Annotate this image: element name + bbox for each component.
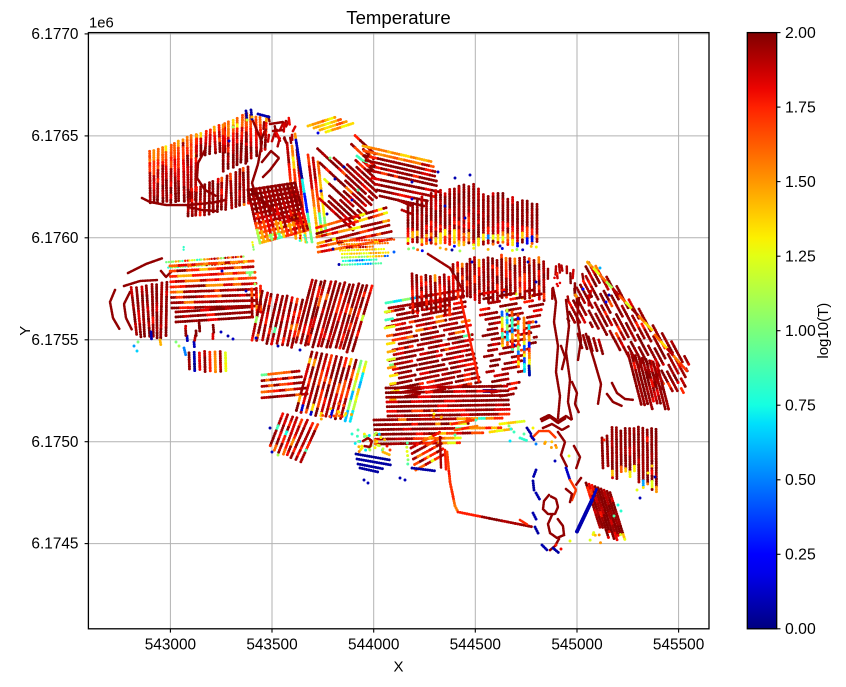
svg-text:6.1745: 6.1745 [31, 536, 78, 553]
svg-text:1.75: 1.75 [785, 99, 816, 116]
svg-text:6.1770: 6.1770 [31, 26, 78, 43]
svg-text:0.00: 0.00 [785, 621, 816, 638]
svg-text:1.00: 1.00 [785, 323, 816, 340]
svg-text:1.50: 1.50 [785, 174, 816, 191]
svg-text:1.25: 1.25 [785, 248, 816, 265]
svg-text:X: X [393, 659, 403, 676]
svg-text:Y: Y [17, 326, 34, 336]
svg-text:544000: 544000 [348, 637, 399, 654]
svg-text:Temperature: Temperature [346, 7, 450, 28]
svg-text:545500: 545500 [653, 637, 704, 654]
svg-text:6.1755: 6.1755 [31, 332, 78, 349]
svg-text:0.50: 0.50 [785, 472, 816, 489]
svg-text:6.1765: 6.1765 [31, 128, 78, 145]
svg-text:545000: 545000 [551, 637, 602, 654]
svg-text:0.25: 0.25 [785, 547, 816, 564]
svg-text:0.75: 0.75 [785, 397, 816, 414]
svg-text:6.1750: 6.1750 [31, 434, 78, 451]
svg-text:1e6: 1e6 [89, 16, 114, 32]
svg-text:543500: 543500 [246, 637, 297, 654]
svg-text:544500: 544500 [450, 637, 501, 654]
svg-text:log10(T): log10(T) [815, 303, 832, 359]
svg-text:543000: 543000 [145, 637, 196, 654]
svg-text:6.1760: 6.1760 [31, 230, 78, 247]
svg-text:2.00: 2.00 [785, 25, 816, 42]
